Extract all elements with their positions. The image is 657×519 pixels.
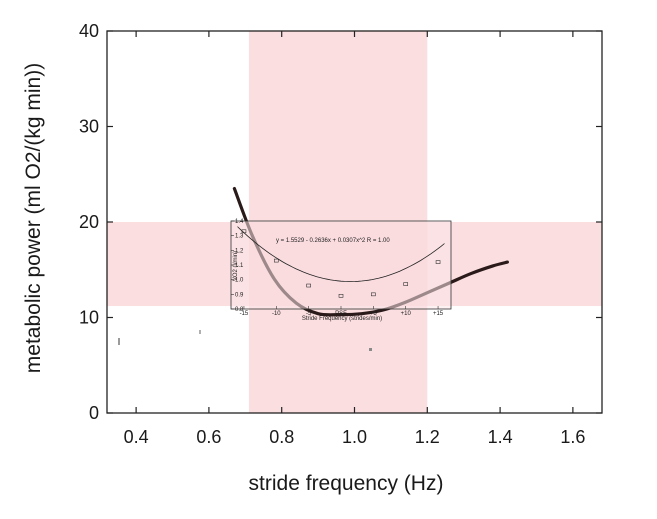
inset-point: [435, 260, 441, 264]
speck: [369, 348, 372, 351]
y-tick-label: 30: [79, 117, 99, 137]
y-tick-label: 10: [79, 308, 99, 328]
inset-frame: [230, 220, 452, 310]
inset-equation: y = 1.5529 - 0.2636x + 0.0307x^2 R = 1.0…: [276, 238, 390, 244]
inset-x-tick-label: -15: [240, 311, 249, 317]
speck: [118, 338, 120, 345]
inset-x-tick-label: -10: [272, 311, 281, 317]
inset-x-tick-label: -5: [306, 311, 312, 317]
inset-x-tick-label: +10: [401, 311, 412, 317]
x-tick-label: 1.2: [415, 427, 440, 447]
inset-point: [338, 293, 344, 298]
inset-x-axis-label: Stride Frequency (strides/min): [302, 316, 382, 322]
y-axis-label: metabolic power (ml O2/(kg min)): [22, 63, 45, 373]
x-axis-label: stride frequency (Hz): [249, 472, 444, 495]
inset-data-points: [241, 229, 441, 298]
y-tick-label: 20: [79, 212, 99, 232]
inset-y-tick-label: 1.3: [235, 234, 244, 240]
inset-y-tick-label: 1.0: [235, 278, 244, 284]
x-tick-label: 0.4: [124, 427, 149, 447]
inset-y-tick-label: 0.9: [235, 292, 244, 298]
inset-point: [241, 229, 247, 234]
speck: [199, 330, 201, 334]
x-tick-label: 1.4: [488, 427, 513, 447]
x-tick-label: 1.0: [342, 427, 367, 447]
inset-point: [306, 283, 311, 288]
x-tick-label: 1.6: [560, 427, 585, 447]
inset-chart: y = 1.5529 - 0.2636x + 0.0307x^2 R = 1.0…: [230, 219, 452, 322]
inset-point: [371, 292, 376, 297]
inset-axis-ticks: 0.8 0.9 1.0 1.1 1.2 1.3 1.4 -15 -10 -5 PSF +5 +10 +15: [231, 219, 444, 317]
inset-fit-curve: [237, 226, 445, 283]
inset-y-tick-label: 0.8: [235, 307, 244, 313]
inset-point: [403, 282, 409, 286]
inset-y-tick-label: 1.4: [235, 219, 244, 225]
y-tick-label: 40: [79, 21, 99, 41]
inset-y-tick-label: 1.2: [235, 248, 244, 254]
inset-x-tick-label: PSF: [335, 311, 347, 317]
main-axis-ticks: 0.4 0.6 0.8 1.0 1.2 1.4 1.6 0 10 20 30 40: [79, 21, 602, 447]
inset-x-tick-label: +5: [370, 311, 378, 317]
x-tick-label: 0.8: [269, 427, 294, 447]
inset-y-tick-label: 1.1: [235, 263, 244, 269]
inset-y-axis-label: VO2 (l/min): [233, 251, 239, 281]
x-tick-label: 0.6: [196, 427, 221, 447]
inset-x-tick-label: +15: [433, 311, 444, 317]
y-tick-label: 0: [89, 403, 99, 423]
inset-point: [273, 258, 279, 263]
inset-fit-line: [237, 226, 445, 283]
